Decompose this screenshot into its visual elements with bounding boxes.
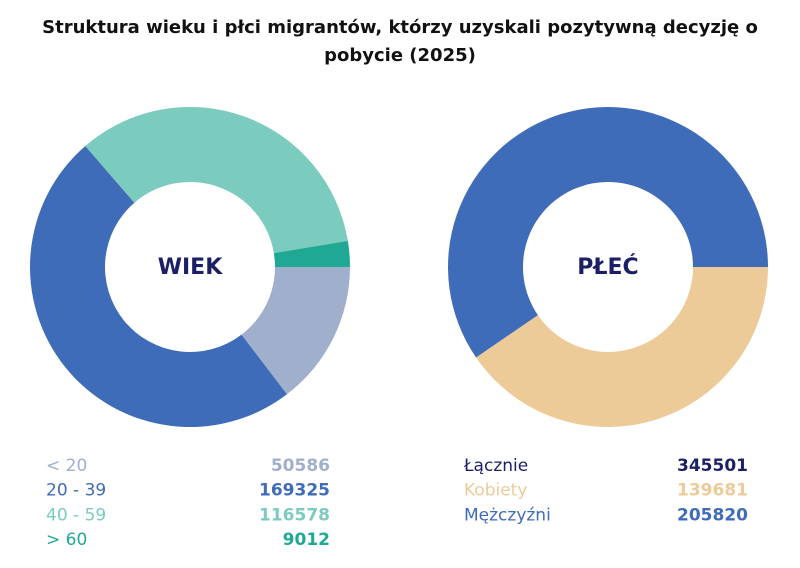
legend-value: 116578 <box>259 505 330 525</box>
legend-value: 205820 <box>677 505 748 525</box>
donut-segment <box>273 240 350 267</box>
donut-segment <box>85 107 348 254</box>
chart-title: Struktura wieku i płci migrantów, którzy… <box>42 17 758 66</box>
donut-segment <box>447 107 768 358</box>
legend-label: Kobiety <box>464 481 527 501</box>
legend-value: 9012 <box>283 530 330 550</box>
legend-value: 169325 <box>259 481 330 501</box>
legend-value: 345501 <box>677 456 748 476</box>
legend-label: < 20 <box>46 456 87 476</box>
center-label: PŁEĆ <box>577 254 638 280</box>
donut-segment <box>30 145 287 427</box>
legend-label: Łącznie <box>463 456 528 476</box>
legend-value: 50586 <box>271 456 330 476</box>
legend-value: 139681 <box>677 481 748 501</box>
legend-label: 40 - 59 <box>46 505 106 525</box>
legend-label: Mężczyźni <box>464 505 551 525</box>
donut-segment <box>476 267 768 427</box>
donut-segment <box>241 267 350 395</box>
center-label: WIEK <box>158 255 223 280</box>
legend-label: > 60 <box>46 530 87 550</box>
legend-label: 20 - 39 <box>46 481 106 501</box>
